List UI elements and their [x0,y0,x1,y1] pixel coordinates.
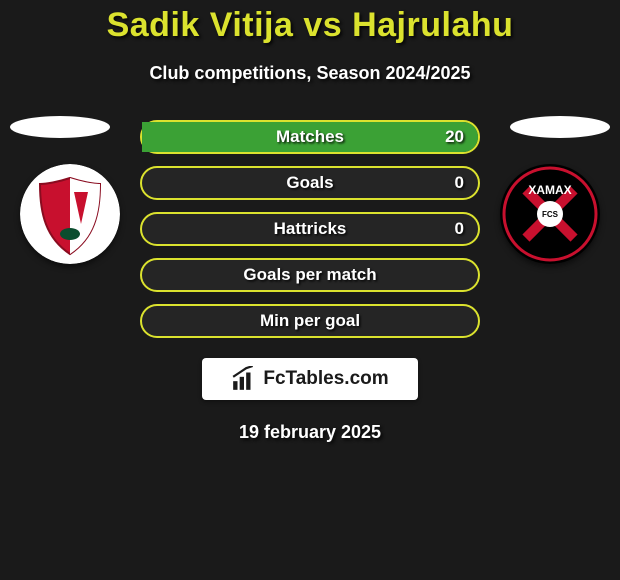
stat-label: Goals per match [243,265,376,285]
stats-arena: XAMAX FCS Matches20Goals0Hattricks0Goals… [0,120,620,338]
player-pill-right [510,116,610,138]
branding-badge: FcTables.com [202,358,418,400]
cross-badge-icon: XAMAX FCS [500,164,600,264]
comparison-infographic: Sadik Vitija vs Hajrulahu Club competiti… [0,0,620,580]
stat-value-right: 0 [455,219,464,239]
bar-chart-icon [231,366,257,392]
stat-bar: Min per goal [140,304,480,338]
badge-text-top: XAMAX [528,183,571,197]
page-subtitle: Club competitions, Season 2024/2025 [149,63,470,84]
stat-bar: Matches 20 [140,120,480,154]
team-badge-right: XAMAX FCS [500,164,600,264]
stat-bar: Goals per match [140,258,480,292]
shield-icon [20,164,120,264]
stat-value-right: 20 [445,127,464,147]
branding-text: FcTables.com [263,368,388,390]
badge-text-sub: FCS [542,210,559,219]
stat-label: Matches [276,127,344,147]
page-title: Sadik Vitija vs Hajrulahu [107,6,514,45]
stat-label: Goals [286,173,333,193]
stat-value-right: 0 [455,173,464,193]
stat-bar: Goals 0 [140,166,480,200]
team-badge-left [20,164,120,264]
date-text: 19 february 2025 [239,422,381,443]
stat-bars: Matches 20 Goals 0 Hattricks 0 Goals per match… [140,120,480,338]
stat-bar: Hattricks 0 [140,212,480,246]
player-pill-left [10,116,110,138]
stat-label: Min per goal [260,311,360,331]
stat-label: Hattricks [274,219,347,239]
